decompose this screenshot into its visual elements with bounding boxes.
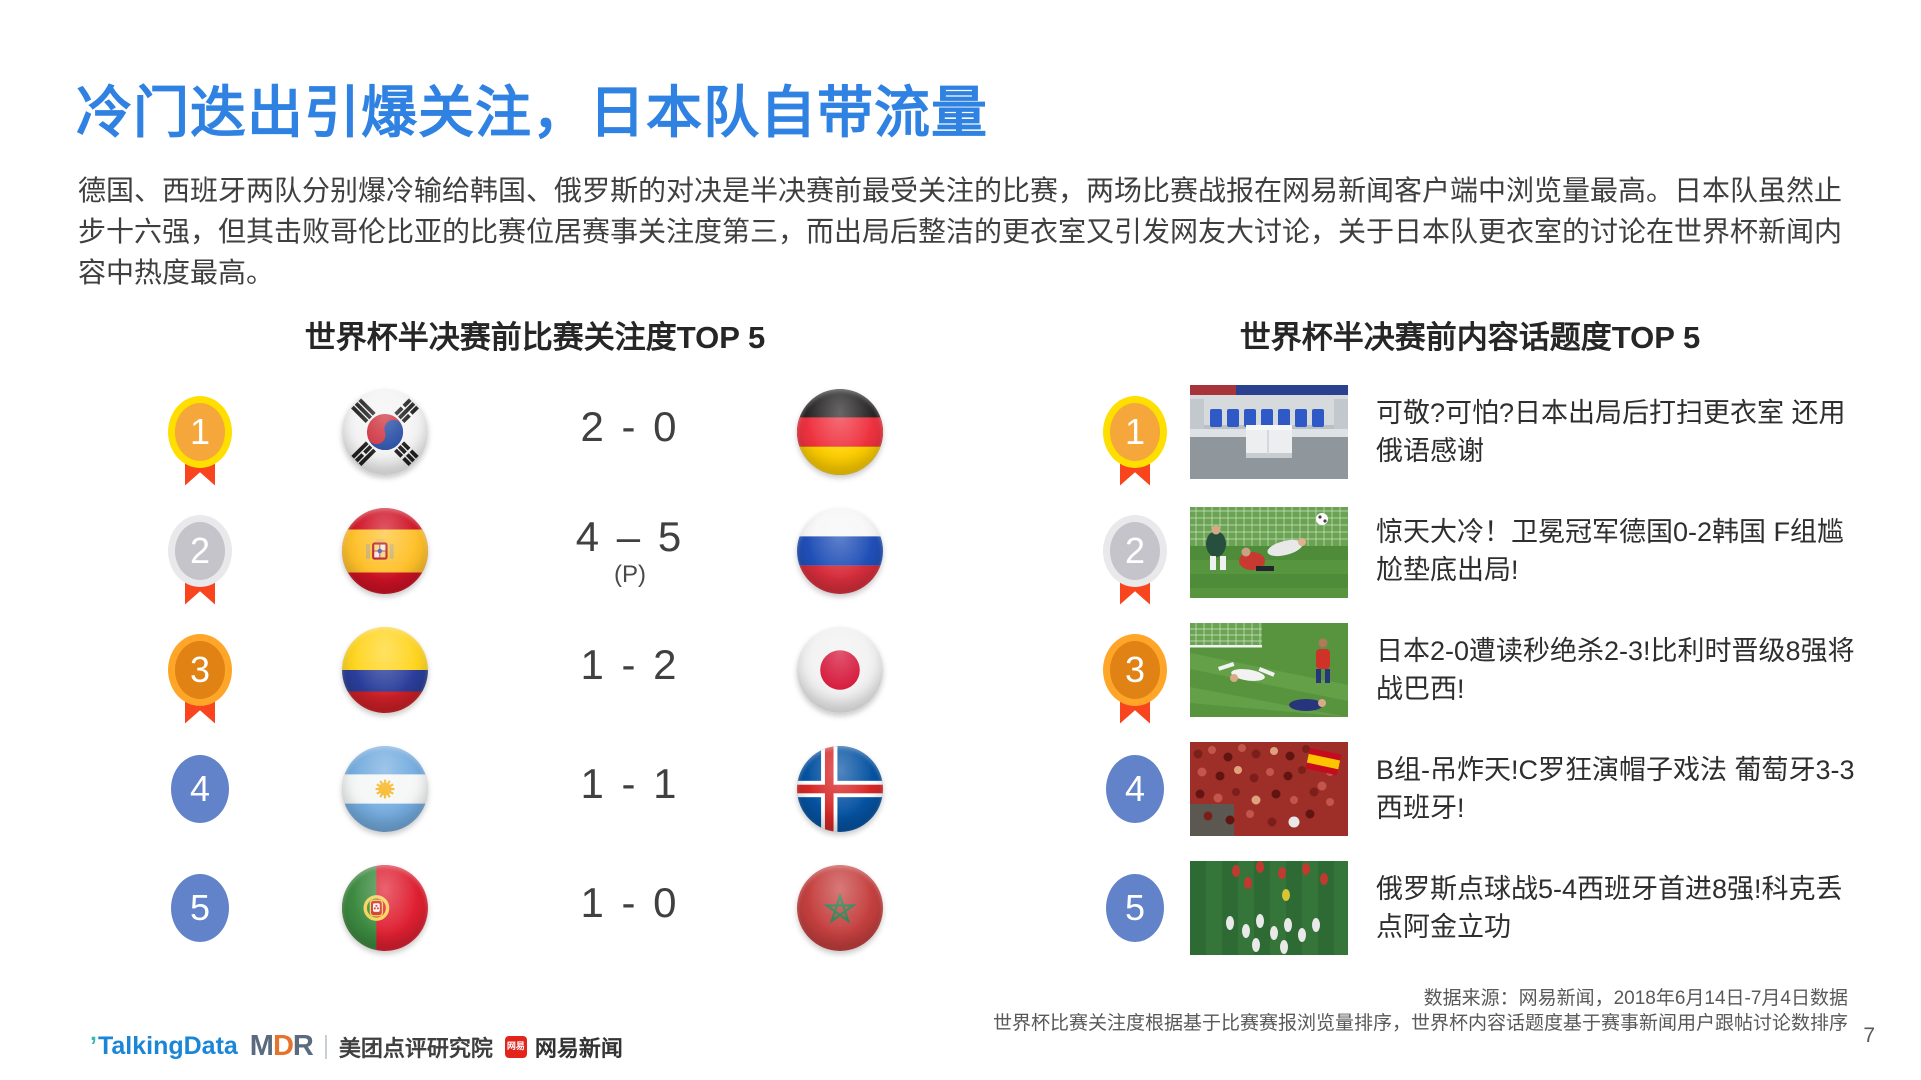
flag-argentina-icon	[342, 745, 428, 832]
flag-portugal-icon	[342, 864, 428, 951]
rank-4-badge: 4	[140, 754, 260, 823]
flag-south-korea-icon	[342, 388, 428, 475]
page-number: 7	[1863, 1024, 1875, 1047]
netease-news-logo: 网易新闻	[534, 1035, 623, 1061]
rank-number: 4	[1124, 767, 1146, 809]
topic-row-4: 4 B组-吊炸天!C罗狂演	[1080, 729, 1860, 848]
page-title: 冷门迭出引爆关注，日本队自带流量	[76, 81, 988, 144]
flag-germany-icon	[797, 388, 883, 475]
match-row-2: 2 4 – 5 (P)	[140, 491, 930, 610]
topic-row-5: 5 俄罗斯点球战5-4西班牙首进8强!科克丢点阿金立功	[1080, 848, 1860, 967]
flag-colombia-icon	[342, 626, 428, 713]
rank-number: 5	[189, 886, 211, 928]
topic-row-1: 1 可敬?可怕?日本出局后打扫更衣室 还用俄语感谢	[1080, 372, 1860, 491]
rank-number: 2	[189, 529, 211, 571]
intro-paragraph: 德国、西班牙两队分别爆冷输给韩国、俄罗斯的对决是半决赛前最受关注的比赛，两场比赛…	[78, 175, 1843, 288]
score-1: 2 - 0	[580, 402, 680, 450]
source-line-1: 数据来源：网易新闻，2018年6月14日-7月4日数据	[1423, 988, 1848, 1009]
content-topics-panel: 世界杯半决赛前内容话题度TOP 5 1	[1080, 312, 1860, 967]
left-panel-title: 世界杯半决赛前比赛关注度TOP 5	[304, 320, 766, 355]
rank-number: 1	[1124, 410, 1146, 452]
match-row-4: 4 1 - 1	[140, 729, 930, 848]
rank-5-badge: 5	[1080, 873, 1190, 942]
rank-5-badge: 5	[140, 873, 260, 942]
match-row-1: 1 2 - 0	[140, 372, 930, 491]
germany-korea-goal-image	[1190, 503, 1348, 598]
rank-number: 1	[189, 410, 211, 452]
match-row-3: 3 1 - 2	[140, 610, 930, 729]
rank-number: 2	[1124, 529, 1146, 571]
rank-number: 5	[1124, 886, 1146, 928]
rank-1-medal-icon: 1	[140, 395, 260, 468]
right-panel-title: 世界杯半决赛前内容话题度TOP 5	[1239, 320, 1701, 355]
headline-2: 惊天大冷！卫冕冠军德国0-2韩国 F组尴尬垫底出局!	[1376, 516, 1845, 585]
topic-row-2: 2 惊天大冷！卫冕冠军德	[1080, 491, 1860, 610]
rank-number: 4	[189, 767, 211, 809]
score-2: 4 – 5 (P)	[575, 512, 685, 588]
headline-1: 可敬?可怕?日本出局后打扫更衣室 还用俄语感谢	[1376, 397, 1846, 466]
netease-icon: 网易	[504, 1035, 527, 1058]
meituan-dianping-institute-logo: 美团点评研究院	[338, 1035, 493, 1061]
mdr-logo: MDR	[249, 1030, 314, 1062]
rank-3-medal-icon: 3	[140, 633, 260, 706]
headline-5: 俄罗斯点球战5-4西班牙首进8强!科克丢点阿金立功	[1376, 873, 1843, 942]
logo-divider	[324, 1034, 327, 1059]
portugal-spain-fans-image	[1190, 741, 1348, 836]
headline-3: 日本2-0遭读秒绝杀2-3!比利时晋级8强将战巴西!	[1376, 635, 1855, 704]
talkingdata-logo: ʼTalkingData	[90, 1032, 238, 1060]
footer-logos: ʼTalkingData MDR 美团点评研究院 网易 网易新闻	[90, 1030, 623, 1063]
flag-iceland-icon	[797, 745, 883, 832]
rank-2-medal-icon: 2	[140, 514, 260, 587]
rank-2-medal-icon: 2	[1080, 514, 1190, 587]
flag-morocco-icon	[797, 864, 883, 951]
russia-celebration-image	[1190, 860, 1348, 955]
japan-belgium-match-image	[1190, 622, 1348, 717]
match-row-5: 5 1 - 0	[140, 848, 930, 967]
flag-russia-icon	[797, 507, 883, 594]
rank-number: 3	[189, 648, 211, 690]
rank-4-badge: 4	[1080, 754, 1190, 823]
score-4: 1 - 1	[580, 759, 680, 807]
talkingdata-tick-icon: ʼ	[90, 1032, 97, 1060]
data-source-note: 数据来源：网易新闻，2018年6月14日-7月4日数据 世界杯比赛关注度根据基于…	[993, 986, 1848, 1036]
headline-4: B组-吊炸天!C罗狂演帽子戏法 葡萄牙3-3西班牙!	[1376, 754, 1855, 823]
flag-japan-icon	[797, 626, 883, 713]
topic-row-3: 3	[1080, 610, 1860, 729]
source-line-2: 世界杯比赛关注度根据基于比赛赛报浏览量排序，世界杯内容话题度基于赛事新闻用户跟帖…	[992, 1013, 1848, 1034]
flag-spain-icon	[342, 507, 428, 594]
japan-locker-room-image	[1190, 384, 1348, 479]
rank-1-medal-icon: 1	[1080, 395, 1190, 468]
rank-number: 3	[1124, 648, 1146, 690]
score-5: 1 - 0	[580, 878, 680, 926]
rank-3-medal-icon: 3	[1080, 633, 1190, 706]
score-3: 1 - 2	[580, 640, 680, 688]
match-attention-panel: 世界杯半决赛前比赛关注度TOP 5 1 2 - 0	[140, 312, 930, 967]
